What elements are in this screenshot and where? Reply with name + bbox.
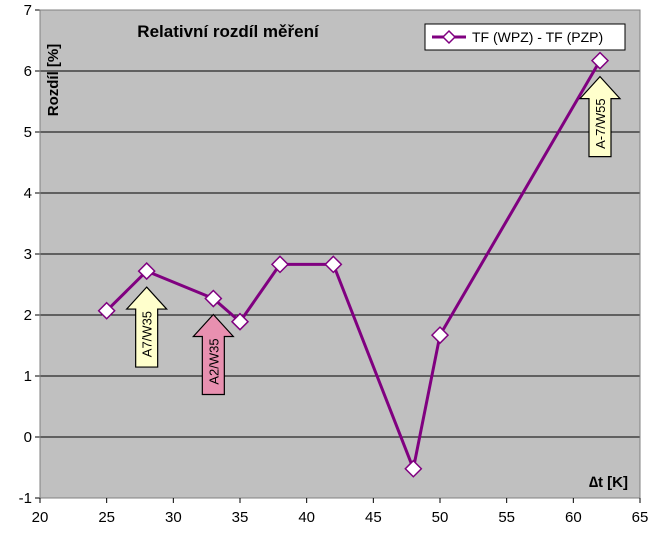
- annotation-label: A7/W35: [140, 311, 155, 357]
- annotation-arrow: [125, 286, 169, 368]
- x-tick-label: 40: [298, 509, 315, 526]
- annotation-label: A-7/W55: [593, 98, 608, 149]
- y-tick-label: 5: [24, 124, 32, 141]
- x-tick-label: 60: [565, 509, 582, 526]
- y-tick-label: 7: [24, 2, 32, 19]
- x-tick-label: 45: [365, 509, 382, 526]
- x-tick-label: 65: [632, 509, 649, 526]
- y-tick-label: 1: [24, 368, 32, 385]
- data-point-marker: [97, 301, 116, 320]
- data-point-marker: [590, 51, 610, 70]
- annotation-label: A2/W35: [206, 338, 221, 384]
- data-point-marker: [430, 326, 450, 345]
- chart-title: Relativní rozdíl měření: [137, 22, 320, 41]
- data-point-marker: [270, 255, 290, 274]
- data-point-marker: [204, 289, 223, 308]
- annotation-layer: A7/W35 A2/W35 A-7/W55: [125, 75, 622, 396]
- annotation-arrow: [578, 75, 622, 158]
- y-axis-label: Rozdíl [%]: [45, 44, 62, 117]
- data-point-marker: [324, 255, 343, 274]
- plot-border: [39, 9, 641, 499]
- x-tick-label: 30: [165, 509, 182, 526]
- x-tick-label: 20: [32, 509, 49, 526]
- y-tick-label: 0: [24, 429, 32, 446]
- y-tick-label: 3: [24, 246, 32, 263]
- x-axis-label: ∆t [K]: [589, 474, 628, 491]
- annotation-arrow: [191, 313, 235, 396]
- legend-marker-swatch: [441, 29, 457, 45]
- y-tick-label: 6: [24, 63, 32, 80]
- data-point-marker: [137, 262, 156, 281]
- data-point-marker: [230, 312, 250, 331]
- y-tick-label: 2: [24, 307, 32, 324]
- x-tick-label: 55: [498, 509, 515, 526]
- data-point-marker: [404, 459, 423, 478]
- x-tick-label: 35: [232, 509, 249, 526]
- series-layer: [97, 51, 610, 478]
- legend-entry-label: TF (WPZ) - TF (PZP): [472, 29, 603, 45]
- x-tick-label: 25: [98, 509, 115, 526]
- y-tick-label: 4: [24, 185, 32, 202]
- y-tick-label: -1: [19, 490, 32, 507]
- x-tick-label: 50: [432, 509, 449, 526]
- legend: TF (WPZ) - TF (PZP): [424, 23, 626, 51]
